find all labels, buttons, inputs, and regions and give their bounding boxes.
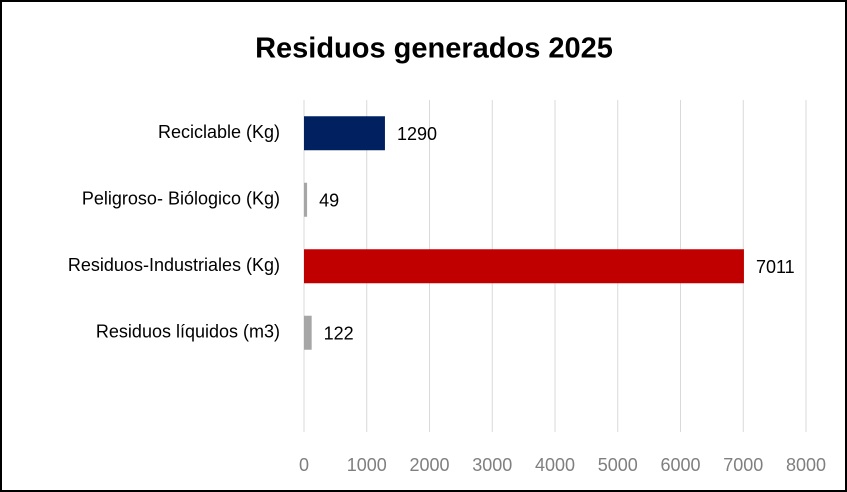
data-label: 122 <box>324 324 354 344</box>
x-tick-label: 3000 <box>472 455 512 475</box>
x-tick-label: 4000 <box>535 455 575 475</box>
x-tick-label: 7000 <box>723 455 763 475</box>
x-tick-label: 1000 <box>347 455 387 475</box>
x-tick-label: 8000 <box>786 455 826 475</box>
x-tick-label: 0 <box>299 455 309 475</box>
y-tick-label: Residuos líquidos (m3) <box>96 322 280 342</box>
chart-title: Residuos generados 2025 <box>255 33 613 65</box>
y-tick-label: Residuos-Industriales (Kg) <box>68 255 280 275</box>
y-tick-label: Reciclable (Kg) <box>158 122 280 142</box>
x-tick-label: 2000 <box>409 455 449 475</box>
data-label: 49 <box>319 191 339 211</box>
data-label: 1290 <box>397 124 437 144</box>
bar <box>304 315 312 350</box>
bar <box>304 116 385 151</box>
x-tick-label: 5000 <box>598 455 638 475</box>
bar <box>304 249 744 284</box>
data-label: 7011 <box>756 257 795 277</box>
y-tick-label: Peligroso- Biólogico (Kg) <box>82 189 280 209</box>
x-tick-label: 6000 <box>660 455 700 475</box>
bar <box>304 182 308 217</box>
